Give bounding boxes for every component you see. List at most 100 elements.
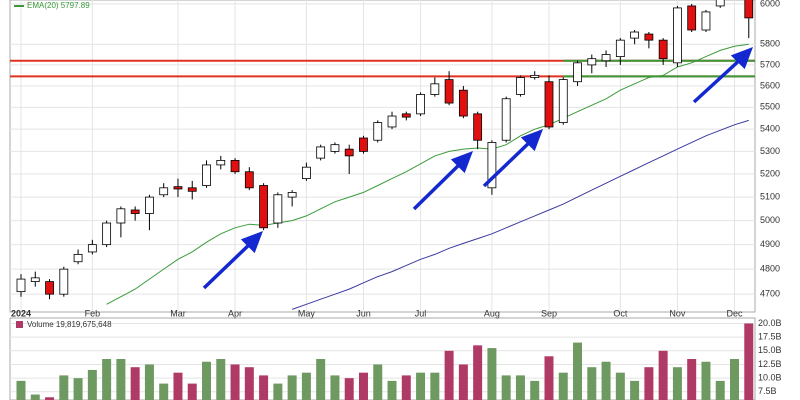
volume-bar [358,372,368,400]
volume-bar [230,364,240,400]
legend-label: EMA(20) 5797.89 [27,1,90,10]
x-tick-label: Feb [85,308,101,318]
x-tick-label: Nov [669,308,686,318]
volume-bar [615,372,625,400]
candle-body [244,171,254,189]
y-tick-label: 4900 [760,239,780,249]
candle-body [187,187,197,192]
candle-body [230,159,240,173]
candle-body [573,62,582,83]
volume-bar [287,375,297,400]
volume-bar [416,372,426,400]
y-tick-label: 5200 [760,168,780,178]
x-tick-label: Jul [415,308,427,318]
candle-body [744,0,754,19]
candle-body [558,79,568,123]
volume-bar [515,375,525,400]
volume-bar [573,342,583,400]
y-tick-label: 5100 [760,191,780,201]
volume-bar [744,323,754,400]
volume-bar [187,383,197,400]
moving-average-line [106,43,749,305]
volume-bar [87,369,97,400]
candle-body [16,278,26,293]
candle-body [401,113,411,118]
candle-body [287,192,297,198]
volume-bar [330,375,340,400]
candle-body [30,277,40,282]
price-plot [10,0,755,312]
volume-bar [73,378,83,400]
y-tick-label: 5300 [760,146,780,156]
candle-body [416,94,425,115]
candle-body [330,144,340,152]
candle-body [116,208,126,224]
candle-body [359,137,368,152]
annotation-arrows [202,47,753,290]
candle-body [145,196,154,214]
candle-body [630,31,640,39]
candle-body [301,166,311,180]
candle-body [530,74,540,78]
price-panel [9,0,756,313]
candle-body [273,194,283,224]
x-tick-label: Oct [613,308,628,318]
candle-body [87,244,97,253]
y-tick-label: 6000 [760,0,780,8]
volume-bar [45,397,55,400]
candle-body [544,81,554,128]
volume-bar [558,372,568,400]
candle-body [387,115,397,128]
candle-body [430,83,440,95]
x-tick-label: Sep [541,308,557,318]
candle-body [601,54,611,62]
x-tick-label: Aug [484,308,500,318]
volume-bar [173,372,183,400]
volume-bar [259,375,269,400]
candle-body [458,89,468,117]
volume-bar [730,359,739,400]
candle-body [344,148,354,157]
y-tick-label: 5700 [760,59,780,69]
volume-bar [473,345,483,400]
volume-bar [116,359,126,400]
volume-plot [10,322,755,400]
volume-bar [530,380,540,400]
candle-body [159,187,169,196]
candle-body [202,164,211,186]
volume-bar [430,372,440,400]
candle-body [59,268,69,295]
volume-bar [30,394,40,400]
candle-body [444,79,454,104]
arrow [412,160,464,211]
y-tick-label: 12.5B [758,359,782,369]
candle-body [102,222,112,246]
candle-body [687,5,697,31]
y-tick-label: 5800 [760,39,780,49]
x-tick-label: 2024 [11,308,31,318]
volume-bar [701,361,711,400]
x-tick-label: Jun [356,308,371,318]
y-tick-label: 10.0B [758,373,782,383]
y-tick-label: 5600 [760,80,780,90]
y-tick-label: 20.0B [758,318,782,328]
volume-bar [59,375,69,400]
volume-bar [244,367,254,400]
arrow [202,240,254,290]
candle-body [644,33,654,41]
volume-bar [458,364,468,400]
volume-bar [672,367,682,400]
volume-bar [687,359,697,400]
x-tick-label: Apr [228,308,242,318]
y-tick-label: 5400 [760,124,780,134]
candle-body [130,209,140,214]
volume-bar [630,380,640,400]
volume-bar [202,361,212,400]
candle-body [259,185,268,229]
volume-title: Volume 19,819,675,648 [27,320,112,329]
candle-body [473,113,483,141]
y-tick-label: 7.5B [758,386,777,396]
volume-bar [501,375,511,400]
candle-body [587,58,597,66]
volume-bar [130,367,140,400]
